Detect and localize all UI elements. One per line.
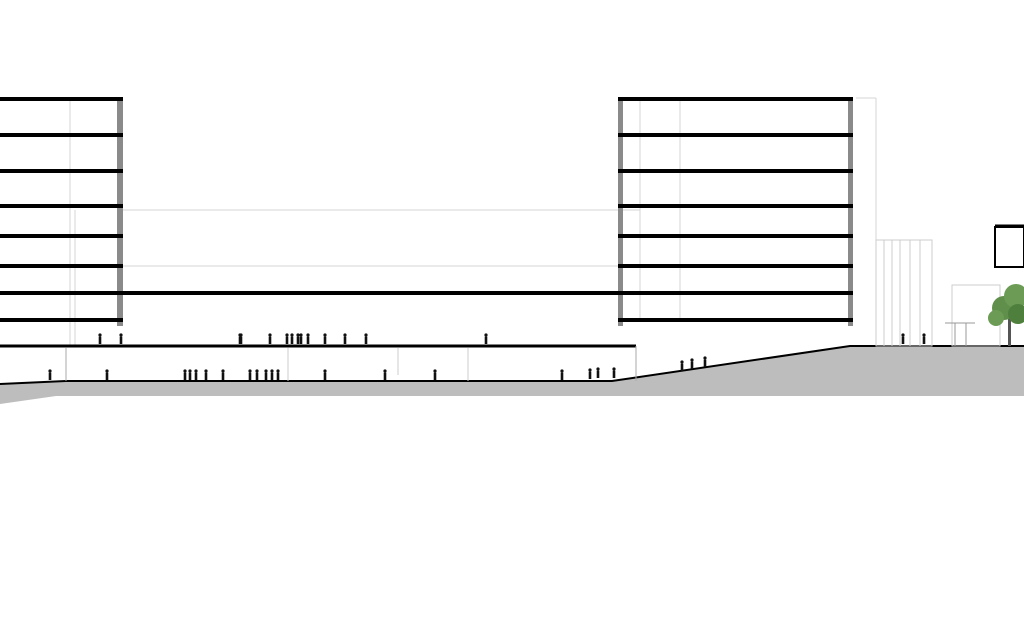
person-figure (183, 369, 187, 380)
right-building-column-left (618, 98, 623, 326)
person-figure (248, 369, 252, 380)
person-figure (264, 369, 268, 380)
right-building-section (618, 97, 853, 326)
person-figure (612, 367, 616, 378)
right-edge-building (994, 224, 1024, 268)
person-figure (188, 369, 192, 380)
person-figure (596, 367, 600, 378)
person-figure (690, 358, 694, 369)
person-figure (290, 333, 294, 344)
person-figure (48, 369, 52, 380)
person-figure (323, 333, 327, 344)
person-figure (221, 369, 225, 380)
person-figure (343, 333, 347, 344)
person-figure (119, 333, 123, 344)
person-figure (296, 333, 300, 344)
right-building-column-right (848, 98, 853, 326)
person-figure (680, 360, 684, 371)
left-building-section (0, 97, 123, 326)
person-figure (268, 333, 272, 344)
person-figure (588, 368, 592, 379)
person-figure (306, 333, 310, 344)
person-figure (299, 333, 303, 344)
person-figure (276, 369, 280, 380)
person-figure (255, 369, 259, 380)
person-figure (98, 333, 102, 344)
person-figure (433, 369, 437, 380)
person-figure (901, 333, 905, 344)
person-figure (484, 333, 488, 344)
person-figure (560, 369, 564, 380)
person-figure (323, 369, 327, 380)
person-figure (270, 369, 274, 380)
person-figure (922, 333, 926, 344)
person-figure (383, 369, 387, 380)
person-figure (194, 369, 198, 380)
deck-slabs (0, 291, 637, 381)
canopy (945, 322, 975, 346)
person-figure (703, 356, 707, 367)
people-figures (48, 333, 926, 380)
person-figure (105, 369, 109, 380)
person-figure (285, 333, 289, 344)
person-figure (204, 369, 208, 380)
person-figure (364, 333, 368, 344)
tree (988, 284, 1024, 346)
left-building-column (117, 98, 123, 326)
person-figure (239, 333, 243, 344)
